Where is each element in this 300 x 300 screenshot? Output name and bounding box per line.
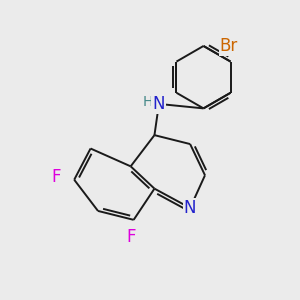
Text: Br: Br	[220, 37, 238, 55]
Text: F: F	[126, 228, 135, 246]
Text: H: H	[142, 95, 153, 110]
Text: N: N	[184, 199, 197, 217]
Text: N: N	[153, 95, 165, 113]
Text: F: F	[52, 168, 61, 186]
